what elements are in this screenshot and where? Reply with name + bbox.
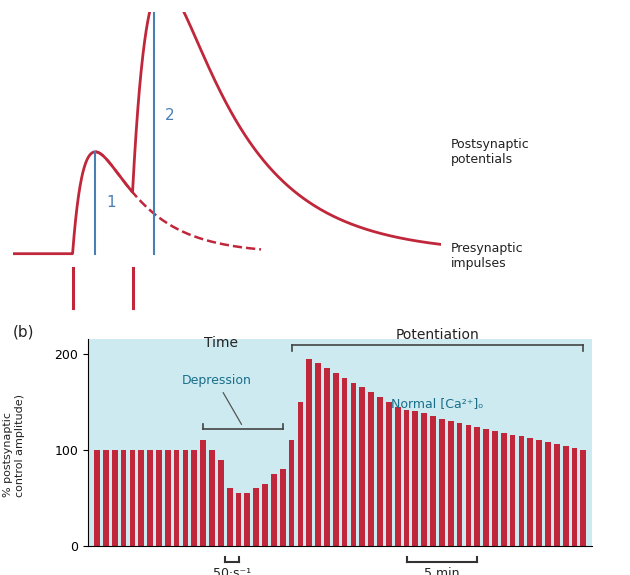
Bar: [510, 435, 515, 546]
Bar: [209, 450, 215, 546]
Bar: [183, 450, 188, 546]
Bar: [501, 432, 507, 546]
Bar: [156, 450, 162, 546]
Bar: [474, 427, 480, 546]
Bar: [112, 450, 118, 546]
Text: Potentiation: Potentiation: [396, 328, 479, 342]
Bar: [174, 450, 180, 546]
Bar: [350, 382, 357, 546]
Bar: [571, 448, 577, 546]
Bar: [192, 450, 197, 546]
Bar: [580, 450, 587, 546]
Bar: [360, 388, 365, 546]
Bar: [377, 397, 383, 546]
Bar: [430, 416, 436, 546]
Bar: [341, 378, 348, 546]
Bar: [324, 368, 330, 546]
Bar: [457, 423, 462, 546]
Bar: [297, 402, 303, 546]
Text: 5 min: 5 min: [424, 568, 460, 575]
Bar: [492, 431, 498, 546]
Bar: [315, 363, 321, 546]
Text: % postsynaptic
control amplitude): % postsynaptic control amplitude): [3, 394, 25, 497]
Bar: [139, 450, 144, 546]
Bar: [395, 407, 401, 546]
Bar: [466, 425, 471, 546]
Bar: [413, 412, 418, 546]
Bar: [518, 436, 524, 546]
Bar: [103, 450, 109, 546]
Bar: [536, 440, 542, 546]
Text: Postsynaptic
potentials: Postsynaptic potentials: [450, 139, 529, 166]
Bar: [130, 450, 135, 546]
Bar: [227, 489, 232, 546]
Bar: [545, 442, 551, 546]
Bar: [306, 358, 312, 546]
Bar: [404, 409, 410, 546]
Text: (b): (b): [13, 325, 34, 340]
Bar: [271, 474, 277, 546]
Text: Depression: Depression: [181, 374, 251, 424]
Bar: [554, 444, 559, 546]
Bar: [439, 419, 445, 546]
Bar: [165, 450, 171, 546]
Text: 1: 1: [106, 196, 116, 210]
Bar: [527, 438, 533, 546]
Bar: [200, 440, 206, 546]
Bar: [218, 459, 224, 546]
Bar: [289, 440, 294, 546]
Bar: [244, 493, 250, 546]
Bar: [280, 469, 285, 546]
Bar: [333, 373, 339, 546]
Bar: [236, 493, 241, 546]
Text: Presynaptic
impulses: Presynaptic impulses: [450, 242, 523, 270]
Bar: [483, 429, 489, 546]
Text: 50·s⁻¹: 50·s⁻¹: [213, 568, 251, 575]
Bar: [386, 402, 392, 546]
Bar: [563, 446, 568, 546]
Bar: [147, 450, 153, 546]
Bar: [94, 450, 100, 546]
Bar: [253, 489, 259, 546]
Bar: [262, 484, 268, 546]
Bar: [369, 392, 374, 546]
Text: 2: 2: [165, 108, 175, 123]
Bar: [421, 413, 427, 546]
Bar: [448, 421, 454, 546]
Text: Time: Time: [203, 336, 238, 350]
Bar: [121, 450, 127, 546]
Text: Normal [Ca²⁺]ₒ: Normal [Ca²⁺]ₒ: [391, 397, 484, 410]
